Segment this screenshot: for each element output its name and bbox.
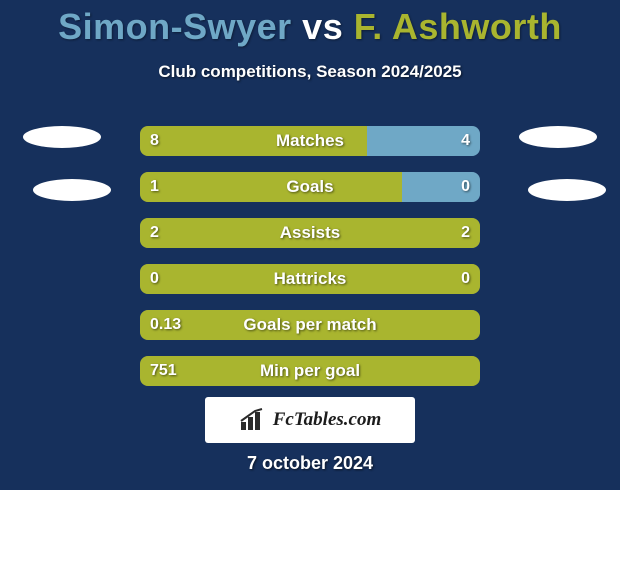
stat-row: Assists2 2 <box>0 210 620 256</box>
stat-value-left: 1 <box>150 172 159 202</box>
stat-label: Hattricks <box>140 264 480 294</box>
subtitle: Club competitions, Season 2024/2025 <box>0 62 620 82</box>
player2-badge-2 <box>528 179 606 201</box>
stat-label: Matches <box>140 126 480 156</box>
stat-value-left: 2 <box>150 218 159 248</box>
brand-box: FcTables.com <box>205 397 415 443</box>
stat-label: Assists <box>140 218 480 248</box>
stat-row: Hattricks0 0 <box>0 256 620 302</box>
stat-row: Min per goal751 <box>0 348 620 394</box>
stat-value-left: 0.13 <box>150 310 181 340</box>
comparison-card: Simon-Swyer vs F. Ashworth Club competit… <box>0 0 620 490</box>
stat-value-right: 0 <box>461 172 470 202</box>
stat-value-right: 4 <box>461 126 470 156</box>
player1-name: Simon-Swyer <box>58 6 292 47</box>
date-label: 7 october 2024 <box>0 453 620 474</box>
stat-row: Goals per match0.13 <box>0 302 620 348</box>
player1-badge-2 <box>33 179 111 201</box>
stat-label: Goals <box>140 172 480 202</box>
stat-value-left: 751 <box>150 356 177 386</box>
player1-badge-1 <box>23 126 101 148</box>
vs-label: vs <box>302 6 343 47</box>
page-title: Simon-Swyer vs F. Ashworth <box>0 0 620 48</box>
brand-text: FcTables.com <box>273 409 382 431</box>
brand-icon <box>239 408 267 432</box>
stats-container: Matches84Goals10Assists22Hattricks00Goal… <box>0 118 620 394</box>
stat-label: Min per goal <box>140 356 480 386</box>
stat-value-right: 2 <box>461 218 470 248</box>
stat-value-left: 8 <box>150 126 159 156</box>
stat-label: Goals per match <box>140 310 480 340</box>
stat-value-left: 0 <box>150 264 159 294</box>
stat-value-right: 0 <box>461 264 470 294</box>
player2-name: F. Ashworth <box>354 6 562 47</box>
player2-badge-1 <box>519 126 597 148</box>
